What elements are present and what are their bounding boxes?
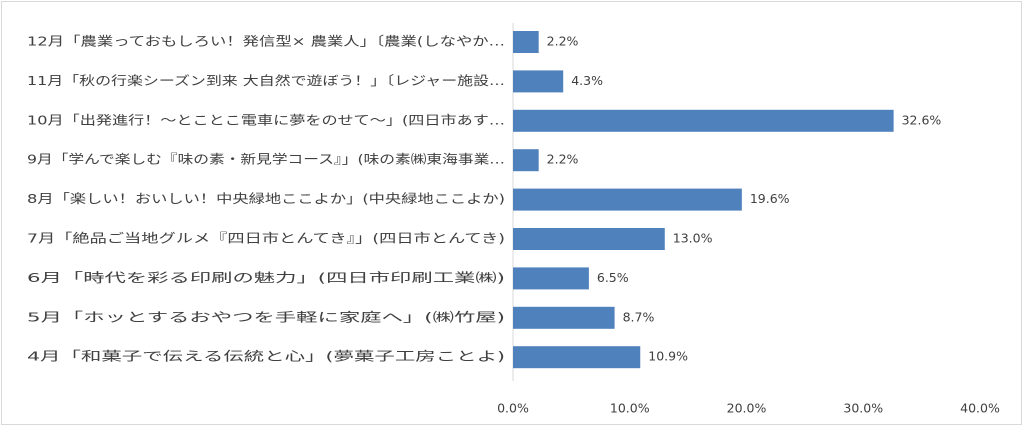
data-label: 2.2%	[547, 152, 579, 167]
bar	[513, 267, 589, 290]
category-label: 6月「時代を彩る印刷の魅力」(四日市印刷工業㈱)	[27, 270, 505, 285]
bar	[513, 109, 894, 132]
category-label: 10月「出発進行！～とことこ電車に夢をのせて～」(四日市あす…	[27, 112, 505, 127]
bar	[513, 306, 615, 329]
category-label: 9月「学んで楽しむ『味の素・新見学コース』」(味の素㈱東海事業…	[27, 152, 505, 167]
data-label: 4.3%	[571, 73, 603, 88]
data-label: 13.0%	[673, 231, 713, 246]
data-label: 32.6%	[902, 112, 942, 127]
bar	[513, 346, 641, 369]
category-label: 5月「ホッとするおやつを手軽に家庭へ」(㈱竹屋)	[27, 309, 505, 324]
category-label: 12月「農業っておもしろい！発信型× 農業人」〔農業(しなやか…	[27, 34, 505, 49]
category-label: 7月「絶品ご当地グルメ『四日市とんてき』」(四日市とんてき)	[27, 231, 505, 246]
category-label: 11月「秋の行楽シーズン到来 大自然で遊ぼう！」〔レジャー施設…	[27, 73, 505, 88]
bar	[513, 70, 564, 93]
data-label: 6.5%	[597, 270, 629, 285]
data-label: 2.2%	[547, 34, 579, 49]
category-label: 4月「和菓子で伝える伝統と心」(夢菓子工房ことよ)	[27, 349, 505, 364]
x-tick-label: 40.0%	[960, 401, 1000, 416]
data-label: 10.9%	[648, 349, 688, 364]
bar	[513, 228, 665, 250]
x-tick-label: 0.0%	[497, 401, 529, 416]
data-label: 8.7%	[623, 309, 655, 324]
x-tick-label: 10.0%	[610, 401, 650, 416]
x-tick-label: 20.0%	[727, 401, 767, 416]
bar	[513, 188, 742, 211]
bar	[513, 149, 539, 172]
data-label: 19.6%	[750, 191, 790, 206]
bar	[513, 31, 539, 53]
category-label: 8月「楽しい！おいしい！中央緑地ここよか」(中央緑地ここよか)	[27, 191, 505, 206]
x-tick-label: 30.0%	[843, 401, 883, 416]
